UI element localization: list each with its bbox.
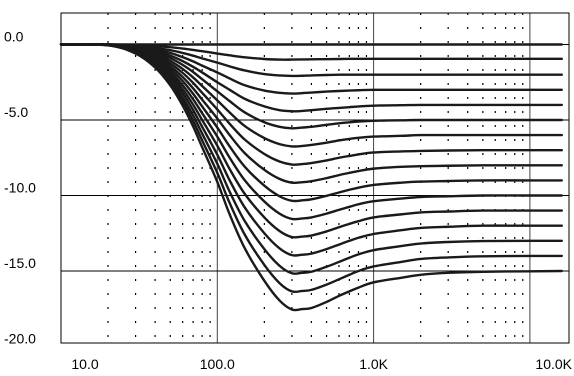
plot-background	[61, 13, 569, 343]
response-curve-13	[59, 43, 563, 257]
response-curve-12	[59, 43, 563, 239]
response-curve-6	[59, 43, 563, 130]
y-tick-label: -5.0	[4, 104, 28, 120]
response-curve-2	[59, 43, 563, 61]
plot-frame	[60, 12, 570, 344]
response-curve-7	[59, 43, 563, 148]
response-curve-4	[59, 43, 563, 95]
response-curve-14	[59, 43, 563, 275]
response-curve-15	[59, 43, 563, 294]
y-tick-label: -15.0	[4, 255, 36, 271]
y-tick-label: -20.0	[4, 331, 36, 347]
x-tick-label: 10.0	[71, 356, 98, 372]
x-tick-labels: 10.0 100.0 1.0K 10.0K	[71, 356, 572, 372]
y-tick-labels: 0.0 -5.0 -10.0 -15.0 -20.0	[4, 29, 36, 347]
x-tick-label: 10.0K	[535, 356, 572, 372]
y-tick-label: 0.0	[4, 29, 24, 45]
x-tick-label: 100.0	[200, 356, 235, 372]
response-curves	[59, 43, 563, 312]
y-tick-label: -10.0	[4, 180, 36, 196]
x-tick-label: 1.0K	[359, 356, 388, 372]
response-curve-16	[59, 43, 563, 312]
response-curve-8	[59, 43, 563, 166]
response-curve-11	[59, 43, 563, 221]
response-curve-5	[59, 43, 563, 113]
response-curve-9	[59, 43, 563, 185]
response-curve-3	[59, 43, 563, 78]
response-curve-10	[59, 43, 563, 203]
